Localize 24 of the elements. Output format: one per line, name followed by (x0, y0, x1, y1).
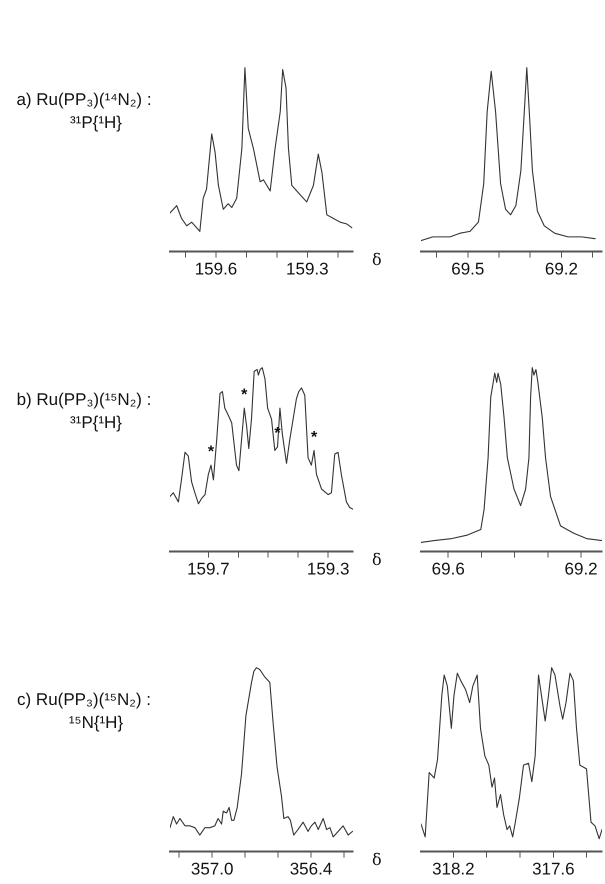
x-tick-label: 318.2 (432, 859, 475, 878)
text: ³¹P{¹H} (69, 413, 123, 433)
x-axis-title: δ (372, 250, 382, 269)
x-axis-title: δ (372, 850, 382, 869)
x-tick-label: 159.3 (286, 259, 329, 278)
text: a) Ru(PP₃)(¹⁴N₂) : (15, 90, 153, 110)
x-tick-label: 159.6 (194, 259, 238, 278)
x-tick-label: 356.4 (290, 859, 332, 878)
text: ¹⁵N{¹H} (68, 713, 124, 733)
text: b) Ru(PP₃)(¹⁵N₂) : (16, 390, 152, 410)
annotation: * (241, 386, 248, 404)
x-axis-title: δ (372, 550, 382, 569)
x-tick-label: 317.6 (532, 859, 575, 878)
x-tick-label: 159.3 (306, 559, 350, 578)
x-tick-label: 69.5 (451, 259, 484, 278)
x-tick-label: 69.2 (544, 259, 578, 278)
text: c) Ru(PP₃)(¹⁵N₂) : (16, 690, 152, 710)
annotation: * (310, 428, 318, 446)
x-tick-label: 69.6 (432, 559, 465, 578)
text: ³¹P{¹H} (69, 113, 123, 133)
x-tick-label: 159.7 (187, 559, 230, 578)
x-tick-label: 69.2 (564, 559, 598, 578)
annotation: * (208, 444, 215, 461)
x-tick-label: 357.0 (190, 859, 234, 878)
